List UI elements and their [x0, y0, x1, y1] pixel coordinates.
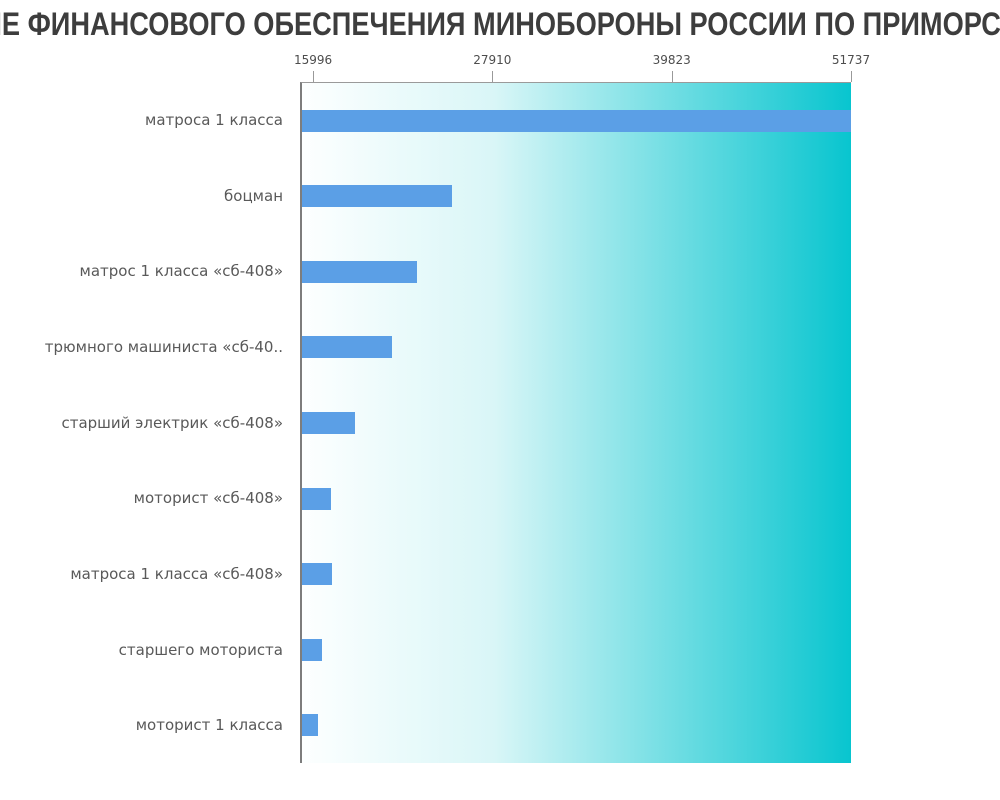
category-label: старший электрик «сб-408» — [61, 413, 283, 432]
bar-row — [302, 461, 851, 537]
category-label: старшего моториста — [118, 640, 283, 659]
x-axis-tick-label: 15996 — [293, 53, 333, 67]
bar-row — [302, 159, 851, 235]
chart-title-container: ИЕ ФИНАНСОВОГО ОБЕСПЕЧЕНИЯ МИНОБОРОНЫ РО… — [0, 4, 1000, 48]
value-axis: 15996 27910 39823 51737 — [294, 0, 870, 82]
bar-row — [302, 310, 851, 386]
bar — [302, 185, 452, 208]
bar-row — [302, 536, 851, 612]
x-axis-tick-label: 51737 — [831, 53, 871, 67]
bar-row — [302, 83, 851, 159]
bar — [302, 714, 319, 737]
bar-row — [302, 612, 851, 688]
bar-row — [302, 234, 851, 310]
x-axis-tick-label: 27910 — [473, 53, 512, 67]
category-label: матроса 1 класса — [145, 110, 283, 129]
category-label: моторист «сб-408» — [133, 489, 283, 508]
bar — [302, 563, 332, 586]
bar — [302, 260, 417, 283]
category-axis: матроса 1 класса боцман матрос 1 класса «с… — [0, 82, 292, 763]
bar-row — [302, 385, 851, 461]
bar — [302, 412, 355, 435]
category-label: трюмного машиниста «сб-40.. — [44, 337, 283, 356]
x-axis-tick-mark — [313, 71, 315, 82]
chart-title: ИЕ ФИНАНСОВОГО ОБЕСПЕЧЕНИЯ МИНОБОРОНЫ РО… — [0, 6, 1000, 42]
bar-row — [302, 688, 851, 764]
bar — [302, 487, 331, 510]
x-axis-tick-label: 39823 — [652, 53, 691, 67]
bar — [302, 109, 851, 132]
x-axis-tick-mark — [851, 71, 852, 82]
category-label: матроса 1 класса «сб-408» — [70, 564, 283, 583]
category-label: боцман — [224, 186, 283, 205]
bar — [302, 638, 322, 661]
category-label: матрос 1 класса «сб-408» — [79, 262, 283, 281]
bar — [302, 336, 392, 359]
plot-area — [300, 82, 851, 763]
x-axis-tick-mark — [492, 71, 494, 82]
x-axis-tick-mark — [671, 71, 673, 82]
category-label: моторист 1 класса — [135, 716, 283, 735]
